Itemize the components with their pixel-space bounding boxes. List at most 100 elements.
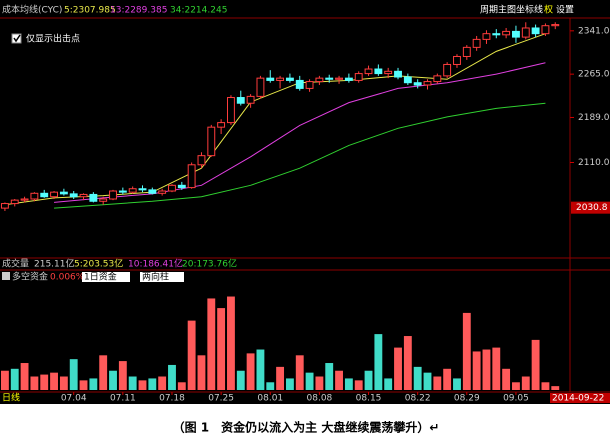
candle-body xyxy=(325,77,334,80)
candle-body xyxy=(236,97,245,104)
bar xyxy=(20,363,29,390)
bar xyxy=(433,376,442,390)
ma-legend: 13:2289.385 xyxy=(110,6,167,16)
candle-body xyxy=(315,77,324,83)
indicator-name: 成本均线(CYC) xyxy=(2,4,62,16)
ma-legend: 34:2214.245 xyxy=(170,6,227,16)
x-tick-label: 08.15 xyxy=(356,394,382,404)
x-tick-label: 09.05 xyxy=(503,394,529,404)
candle-body xyxy=(443,63,452,77)
bar xyxy=(364,370,373,390)
bar xyxy=(266,382,275,390)
toolbar-button[interactable]: 坐标线 xyxy=(516,4,543,16)
checkbox[interactable] xyxy=(11,33,22,44)
bar xyxy=(99,355,108,390)
y-tick-label: 2341.0 xyxy=(578,26,610,36)
bar xyxy=(462,312,471,390)
volume-ma: 10:186.41亿 xyxy=(128,258,183,270)
bar xyxy=(50,372,58,390)
candle-body xyxy=(394,70,402,78)
candle-body xyxy=(10,199,19,205)
candle-body xyxy=(374,68,383,75)
bar xyxy=(227,296,235,390)
x-tick-label: 08.22 xyxy=(405,394,431,404)
fund-label: 多空资金 xyxy=(12,271,48,283)
dropdown-value[interactable]: 两向柱 xyxy=(142,271,169,283)
x-tick-label: 07.11 xyxy=(110,394,136,404)
candle-body xyxy=(453,55,461,65)
bar xyxy=(40,374,49,390)
candle-body xyxy=(158,190,167,194)
ma-line xyxy=(54,62,546,203)
bar xyxy=(59,376,68,390)
candle-body xyxy=(551,24,560,27)
x-tick-label: 08.29 xyxy=(454,394,480,404)
candle-body xyxy=(69,193,78,198)
bar xyxy=(502,368,511,390)
bar xyxy=(413,366,422,390)
candle-body xyxy=(0,203,9,209)
dropdown[interactable] xyxy=(82,272,130,282)
bar xyxy=(158,376,167,390)
volume-total: 215.11亿 xyxy=(34,258,75,270)
bar xyxy=(109,370,117,390)
candle-body xyxy=(197,155,206,166)
bar xyxy=(217,308,226,390)
candle-body xyxy=(59,191,68,195)
bar xyxy=(276,366,285,390)
bar xyxy=(79,380,88,390)
candle-body xyxy=(128,188,137,193)
panel-icon[interactable] xyxy=(2,272,10,280)
volume-label: 成交量 xyxy=(2,258,29,270)
candle-body xyxy=(227,97,235,124)
x-tick-label: 08.08 xyxy=(307,394,333,404)
candle-body xyxy=(148,189,157,194)
candle-body xyxy=(384,70,393,75)
period-label: 日线 xyxy=(2,392,20,404)
candle-body xyxy=(217,122,226,128)
candle-body xyxy=(40,192,49,198)
candle-body xyxy=(187,164,196,189)
bar xyxy=(10,368,19,390)
checkbox-label[interactable]: 仅显示出击点 xyxy=(26,33,80,45)
bar xyxy=(207,298,216,390)
bar xyxy=(187,320,196,390)
candle-body xyxy=(531,27,540,35)
toolbar-button[interactable]: 设置 xyxy=(556,5,574,16)
bar xyxy=(423,372,432,390)
candle-body xyxy=(138,188,147,191)
bar xyxy=(285,378,294,390)
candle-body xyxy=(472,38,481,48)
bar xyxy=(453,378,461,390)
candle-body xyxy=(541,25,550,35)
bar xyxy=(354,380,363,390)
candle-body xyxy=(295,79,304,89)
volume-ma: 5:203.53亿 xyxy=(74,258,123,270)
volume-ma: 20:173.76亿 xyxy=(182,258,237,270)
bar xyxy=(482,349,491,390)
candle-body xyxy=(99,198,108,202)
candle-body xyxy=(403,76,412,84)
bar xyxy=(118,361,127,390)
bar xyxy=(374,334,383,390)
candle-body xyxy=(256,77,265,97)
toolbar-button[interactable]: 周期 xyxy=(480,5,498,16)
dropdown-value[interactable]: 1日资金 xyxy=(84,271,117,283)
candle-body xyxy=(521,27,530,38)
date-label: 2014-09-22 xyxy=(552,394,604,404)
candle-body xyxy=(20,198,29,201)
y-tick-label: 2265.0 xyxy=(578,70,610,80)
candle-body xyxy=(50,191,58,198)
candle-body xyxy=(344,77,353,81)
candle-body xyxy=(168,184,176,192)
toolbar-button[interactable]: 主图 xyxy=(498,4,516,16)
bar xyxy=(403,336,412,390)
candle-body xyxy=(177,184,186,189)
candle-body xyxy=(266,77,275,81)
bar xyxy=(295,355,304,390)
bar xyxy=(236,370,245,390)
bar xyxy=(148,378,157,390)
toolbar-button[interactable]: 权 xyxy=(544,4,553,16)
dropdown[interactable] xyxy=(140,272,184,282)
